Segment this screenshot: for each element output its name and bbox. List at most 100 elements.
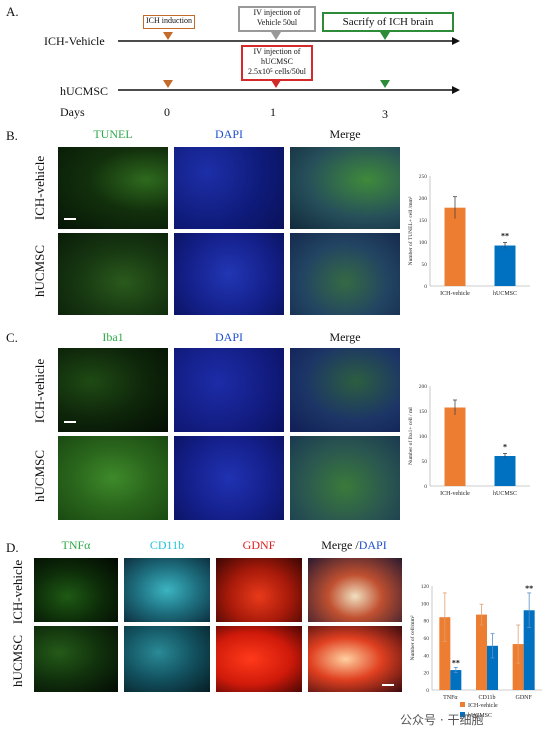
scale-bar-c (64, 421, 76, 423)
y-tick-label: 0 (424, 484, 427, 490)
image-tunel-vehicle (58, 147, 168, 229)
panel-a-letter: A. (6, 4, 19, 19)
y-tick-label: 120 (421, 584, 430, 590)
bar (450, 670, 462, 690)
y-axis-label: Number of TUNEL+ cell /mm² (407, 196, 414, 265)
image-merge-d-hucmsc (308, 626, 402, 692)
image-cd11b-hucmsc (124, 626, 210, 692)
chart-tunel: 0 50 100 150 200 250 Number of TUNEL+ cell /mm… (407, 174, 530, 297)
image-merge-hucmsc-c (290, 436, 400, 520)
timeline-row2-label: hUCMSC (60, 84, 109, 98)
image-gdnf-hucmsc (216, 626, 302, 692)
legend-swatch (460, 712, 465, 717)
box-vehicle-line2: Vehicle 50ul (256, 18, 298, 27)
panel-b-head-tunel: TUNEL (93, 127, 133, 141)
significance-marker: * (503, 443, 507, 452)
y-tick-label: 40 (424, 653, 430, 659)
legend-label: ICH-vehicle (468, 703, 498, 709)
panel-c-head-iba1: Iba1 (102, 330, 124, 344)
marker-huc-row2 (271, 80, 281, 88)
panel-c-row1-label: ICH-vehicle (32, 358, 47, 424)
y-tick-label: 150 (419, 218, 428, 224)
panel-d-head-tnfa: TNFα (61, 538, 91, 552)
legend-swatch (460, 702, 465, 707)
panel-c-row2-label: hUCMSC (32, 449, 47, 503)
panel-d-head-gdnf: GDNF (242, 538, 276, 552)
image-tnfa-vehicle (34, 558, 118, 622)
bar (494, 245, 516, 286)
box-huc-line3: 2.5x10⁵ cells/50ul (248, 67, 306, 76)
bar (487, 645, 498, 690)
day-3: 3 (382, 107, 388, 121)
y-tick-label: 100 (419, 434, 428, 440)
panel-c-head-dapi: DAPI (214, 330, 243, 344)
x-tick-label: ICH-vehicle (440, 291, 470, 297)
marker-sacrify-row2 (380, 80, 390, 88)
box-sacrify-text: Sacrify of ICH brain (342, 16, 434, 28)
image-merge-d-vehicle (308, 558, 402, 622)
panel-d-head-merge-b: DAPI (358, 538, 387, 552)
scale-bar-d (382, 684, 394, 686)
significance-marker: ** (525, 584, 533, 593)
image-dapi-hucmsc (174, 233, 284, 315)
image-gdnf-vehicle (216, 558, 302, 622)
significance-marker: ** (452, 658, 460, 667)
y-axis-label: Number of Iba1+ cell / ml (407, 407, 414, 465)
day-1: 1 (270, 105, 276, 119)
watermark-text: 公众号 · 干细胞 (400, 713, 484, 727)
y-tick-label: 100 (421, 601, 430, 607)
box-vehicle-injection: IV injection of Vehicle 50ul (238, 6, 316, 32)
panel-d-row1-label: ICH-vehicle (10, 559, 25, 625)
panel-c-letter: C. (6, 330, 18, 345)
marker-ich-row2 (163, 80, 173, 88)
box-ich-induction-text: ICH induction (146, 16, 192, 25)
panel-d-row2-label: hUCMSC (10, 634, 25, 688)
box-vehicle-line1: IV injection of (253, 8, 301, 17)
box-ich-induction: ICH induction (143, 15, 195, 29)
y-tick-label: 0 (426, 688, 429, 694)
y-tick-label: 50 (422, 262, 428, 268)
x-tick-label: GDNF (515, 695, 532, 701)
bar (444, 207, 466, 286)
marker-ich-row1 (163, 32, 173, 40)
x-tick-label: ICH-vehicle (440, 491, 470, 497)
panel-d-head-merge: Merge /DAPI (306, 538, 402, 553)
y-tick-label: 60 (424, 636, 430, 642)
box-huc-line1: IV injection of (253, 47, 301, 56)
y-tick-label: 50 (422, 459, 428, 465)
bar (476, 614, 487, 690)
y-tick-label: 200 (419, 196, 428, 202)
panel-d-head-cd11b: CD11b (149, 538, 185, 552)
image-iba1-vehicle (58, 348, 168, 432)
chart-cytokines: 0 20 40 60 80 100 120 Number of cell/mm² TNFα ** C… (409, 584, 542, 719)
image-merge-hucmsc (290, 233, 400, 315)
chart-iba1: 0 50 100 150 200 Number of Iba1+ cell / ml ICH… (407, 384, 530, 497)
image-dapi-hucmsc-c (174, 436, 284, 520)
bar (444, 407, 466, 486)
scale-bar-b (64, 218, 76, 220)
y-tick-label: 150 (419, 409, 428, 415)
y-tick-label: 200 (419, 384, 428, 390)
marker-vehicle-row1 (271, 32, 281, 40)
timeline-row2-arrowhead (452, 86, 460, 94)
image-cd11b-vehicle (124, 558, 210, 622)
x-tick-label: CD11b (478, 695, 495, 701)
image-iba1-hucmsc (58, 436, 168, 520)
legend-label: hUCMSC (468, 713, 492, 719)
y-tick-label: 250 (419, 174, 428, 180)
bar (439, 617, 451, 690)
bar (523, 610, 535, 690)
image-tnfa-hucmsc (34, 626, 118, 692)
box-hucmsc-injection: IV injection of hUCMSC 2.5x10⁵ cells/50u… (241, 45, 313, 81)
image-merge-vehicle (290, 147, 400, 229)
bar (512, 644, 524, 690)
panel-c-head-merge: Merge (329, 330, 361, 344)
timeline-row1-label: ICH-Vehicle (44, 34, 105, 48)
x-tick-label: TNFα (443, 695, 458, 701)
x-tick-label: hUCMSC (493, 291, 517, 297)
significance-marker: ** (501, 231, 509, 240)
y-axis-label: Number of cell/mm² (409, 615, 416, 660)
box-huc-line2: hUCMSC (260, 57, 293, 66)
y-tick-label: 100 (419, 240, 428, 246)
timeline-diagram (118, 32, 460, 94)
